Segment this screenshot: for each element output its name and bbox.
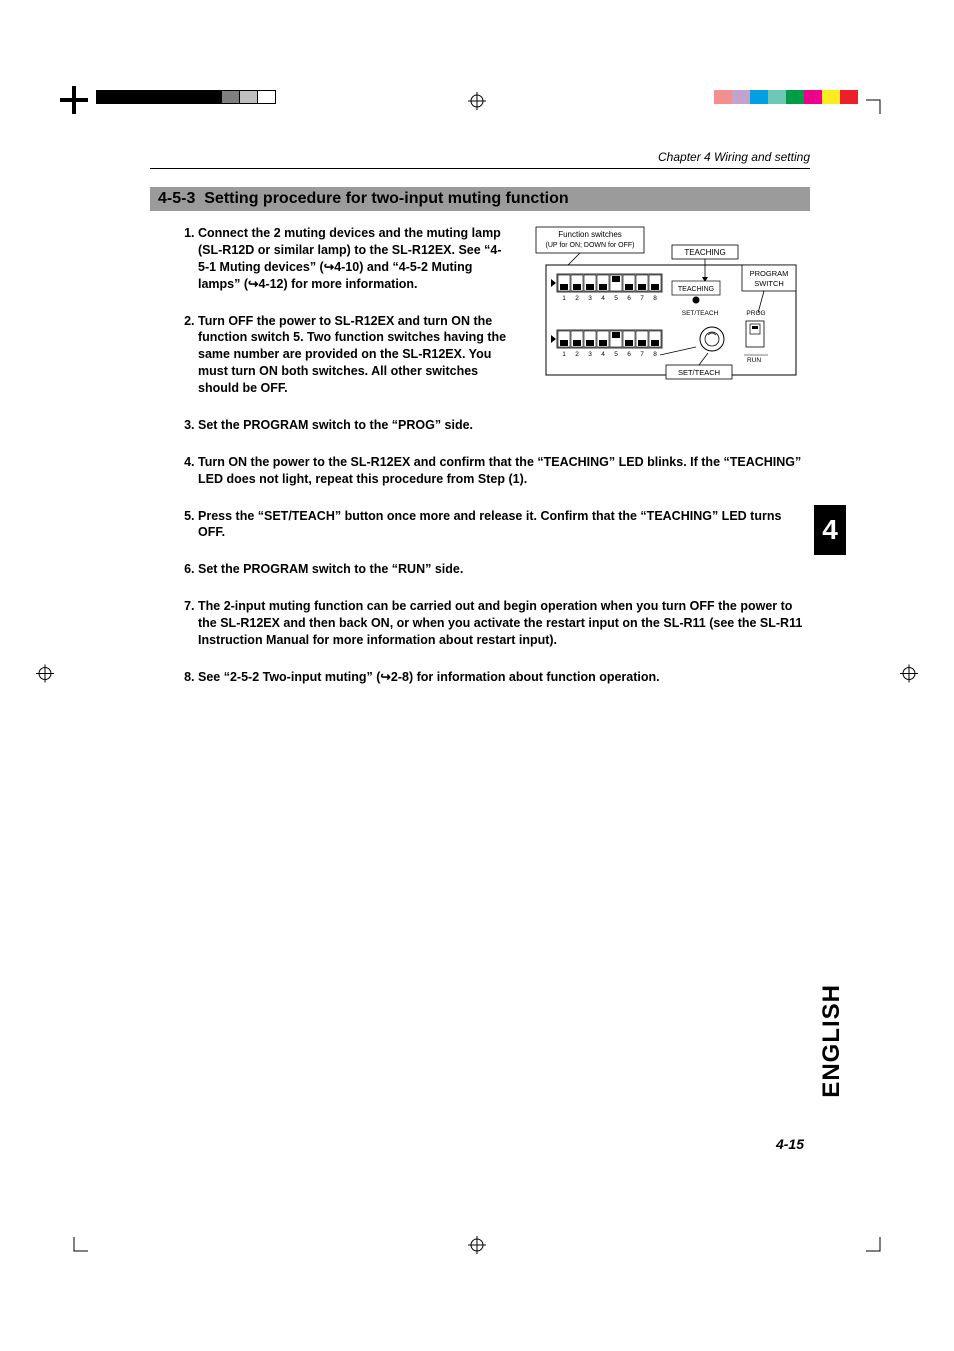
svg-text:8: 8 (653, 295, 657, 302)
chapter-tab: 4 (814, 505, 846, 555)
step-item: Turn OFF the power to SL-R12EX and turn … (198, 313, 518, 397)
svg-text:5: 5 (614, 295, 618, 302)
svg-text:5: 5 (614, 351, 618, 358)
svg-text:3: 3 (588, 351, 592, 358)
svg-text:7: 7 (640, 351, 644, 358)
svg-text:7: 7 (640, 295, 644, 302)
svg-text:SET/TEACH: SET/TEACH (682, 310, 719, 317)
registration-right (900, 664, 918, 687)
svg-text:4: 4 (601, 351, 605, 358)
section-title-text: Setting procedure for two-input muting f… (204, 190, 568, 207)
svg-text:SWITCH: SWITCH (754, 279, 784, 288)
registration-bottom (468, 1236, 486, 1259)
step-item: See “2-5-2 Two-input muting” (↪2-8) for … (198, 669, 810, 686)
registration-left (36, 664, 54, 687)
section-title: 4-5-3 Setting procedure for two-input mu… (150, 187, 810, 211)
cropmark-br (866, 1237, 894, 1265)
svg-text:2: 2 (575, 295, 579, 302)
section-number: 4-5-3 (158, 190, 195, 207)
language-tab: ENGLISH (818, 984, 846, 1098)
svg-text:PROG: PROG (746, 310, 765, 317)
page-body: Chapter 4 Wiring and setting 4-5-3 Setti… (150, 150, 810, 706)
steps-column: Connect the 2 muting devices and the mut… (150, 225, 518, 417)
switch-diagram: Function switches (UP for ON; DOWN for OF… (532, 225, 810, 417)
chapter-tab-num: 4 (822, 514, 838, 546)
step-item: Press the “SET/TEACH” button once more a… (198, 508, 810, 542)
svg-text:(UP for ON; DOWN for OFF): (UP for ON; DOWN for OFF) (546, 242, 635, 249)
svg-text:6: 6 (627, 351, 631, 358)
step-item: Connect the 2 muting devices and the mut… (198, 225, 518, 293)
chapter-header: Chapter 4 Wiring and setting (150, 150, 810, 169)
step-item: Set the PROGRAM switch to the “RUN” side… (198, 561, 810, 578)
svg-text:Function switches: Function switches (558, 230, 622, 239)
svg-text:RUN: RUN (747, 357, 761, 364)
cropmark-tl (60, 86, 88, 114)
svg-text:SET/TEACH: SET/TEACH (678, 368, 720, 377)
svg-text:PROGRAM: PROGRAM (750, 269, 789, 278)
svg-text:2: 2 (575, 351, 579, 358)
svg-text:6: 6 (627, 295, 631, 302)
cropmark-tr (866, 86, 894, 114)
cropmark-bl (60, 1237, 88, 1265)
step-item: Turn ON the power to the SL-R12EX and co… (198, 454, 810, 488)
svg-text:3: 3 (588, 295, 592, 302)
svg-text:TEACHING: TEACHING (678, 286, 714, 293)
svg-text:8: 8 (653, 351, 657, 358)
step-item: Set the PROGRAM switch to the “PROG” sid… (198, 417, 810, 434)
svg-text:4: 4 (601, 295, 605, 302)
step-item: The 2-input muting function can be carri… (198, 598, 810, 649)
page-number: 4-15 (776, 1136, 804, 1152)
registration-top (468, 92, 486, 115)
svg-text:1: 1 (562, 351, 566, 358)
svg-text:1: 1 (562, 295, 566, 302)
svg-text:TEACHING: TEACHING (684, 248, 725, 257)
colorbar-left (96, 90, 276, 104)
colorbar-right (714, 90, 858, 104)
steps-list: Connect the 2 muting devices and the mut… (150, 225, 518, 397)
steps-list-cont: Set the PROGRAM switch to the “PROG” sid… (150, 417, 810, 686)
